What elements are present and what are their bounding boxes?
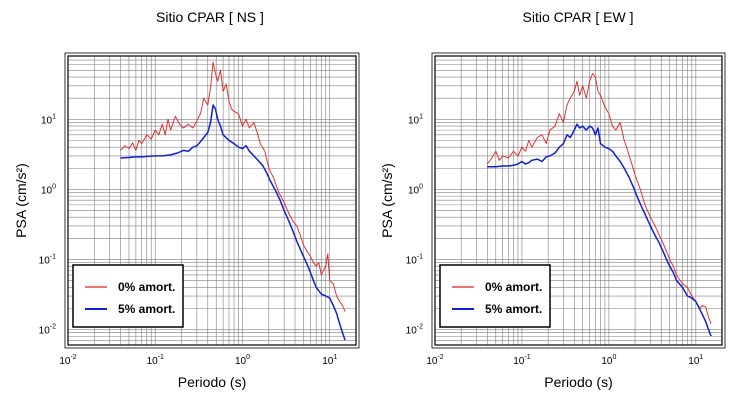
chart-legend: 0% amort. 5% amort. [72, 264, 184, 328]
y-tick-label: 10-2 [406, 323, 423, 336]
y-axis-label: PSA (cm/s²) [13, 163, 29, 238]
y-tick-label: 101 [41, 113, 56, 126]
y-tick-label: 10-1 [406, 253, 423, 266]
x-axis-label: Periodo (s) [544, 374, 612, 390]
x-tick-label: 10-2 [426, 354, 443, 367]
plot-frame-outer [64, 52, 360, 349]
legend-label: 5% amort. [485, 302, 542, 316]
chart-panel-1: 10-2 10-1 100 101 10-2 10-1 100 101 Sitio CPAR [… [13, 9, 360, 390]
legend-box [72, 264, 184, 328]
series-line-damped [487, 123, 712, 337]
y-tick-label: 100 [41, 183, 56, 196]
plot-frame [67, 55, 357, 346]
chart-title: Sitio CPAR [ NS ] [156, 9, 264, 25]
x-tick-label: 10-1 [147, 354, 164, 367]
y-tick-label: 10-1 [39, 253, 56, 266]
chart-title: Sitio CPAR [ EW ] [523, 9, 634, 25]
y-tick-label: 10-2 [39, 323, 56, 336]
plot-frame [434, 55, 723, 346]
series-line-damped [120, 104, 346, 341]
x-axis-label: Periodo (s) [178, 374, 246, 390]
y-tick-label: 101 [408, 113, 423, 126]
x-tick-label: 100 [601, 354, 616, 367]
legend-label: 0% amort. [485, 280, 542, 294]
series-line-undamped [486, 73, 712, 325]
legend-label: 0% amort. [118, 280, 175, 294]
y-axis-label: PSA (cm/s²) [379, 163, 395, 238]
x-tick-label: 10-2 [59, 354, 76, 367]
chart-legend: 0% amort. 5% amort. [439, 264, 551, 328]
x-tick-label: 101 [688, 354, 703, 367]
legend-label: 5% amort. [118, 302, 175, 316]
series-line-undamped [120, 61, 346, 312]
x-tick-label: 101 [322, 354, 337, 367]
legend-box [439, 264, 551, 328]
y-tick-label: 100 [408, 183, 423, 196]
x-tick-label: 10-1 [513, 354, 530, 367]
chart-panel-2: 10-2 10-1 100 101 10-2 10-1 100 101 Sitio CPAR [… [379, 9, 726, 390]
plot-frame-outer [431, 52, 726, 349]
x-tick-label: 100 [235, 354, 250, 367]
